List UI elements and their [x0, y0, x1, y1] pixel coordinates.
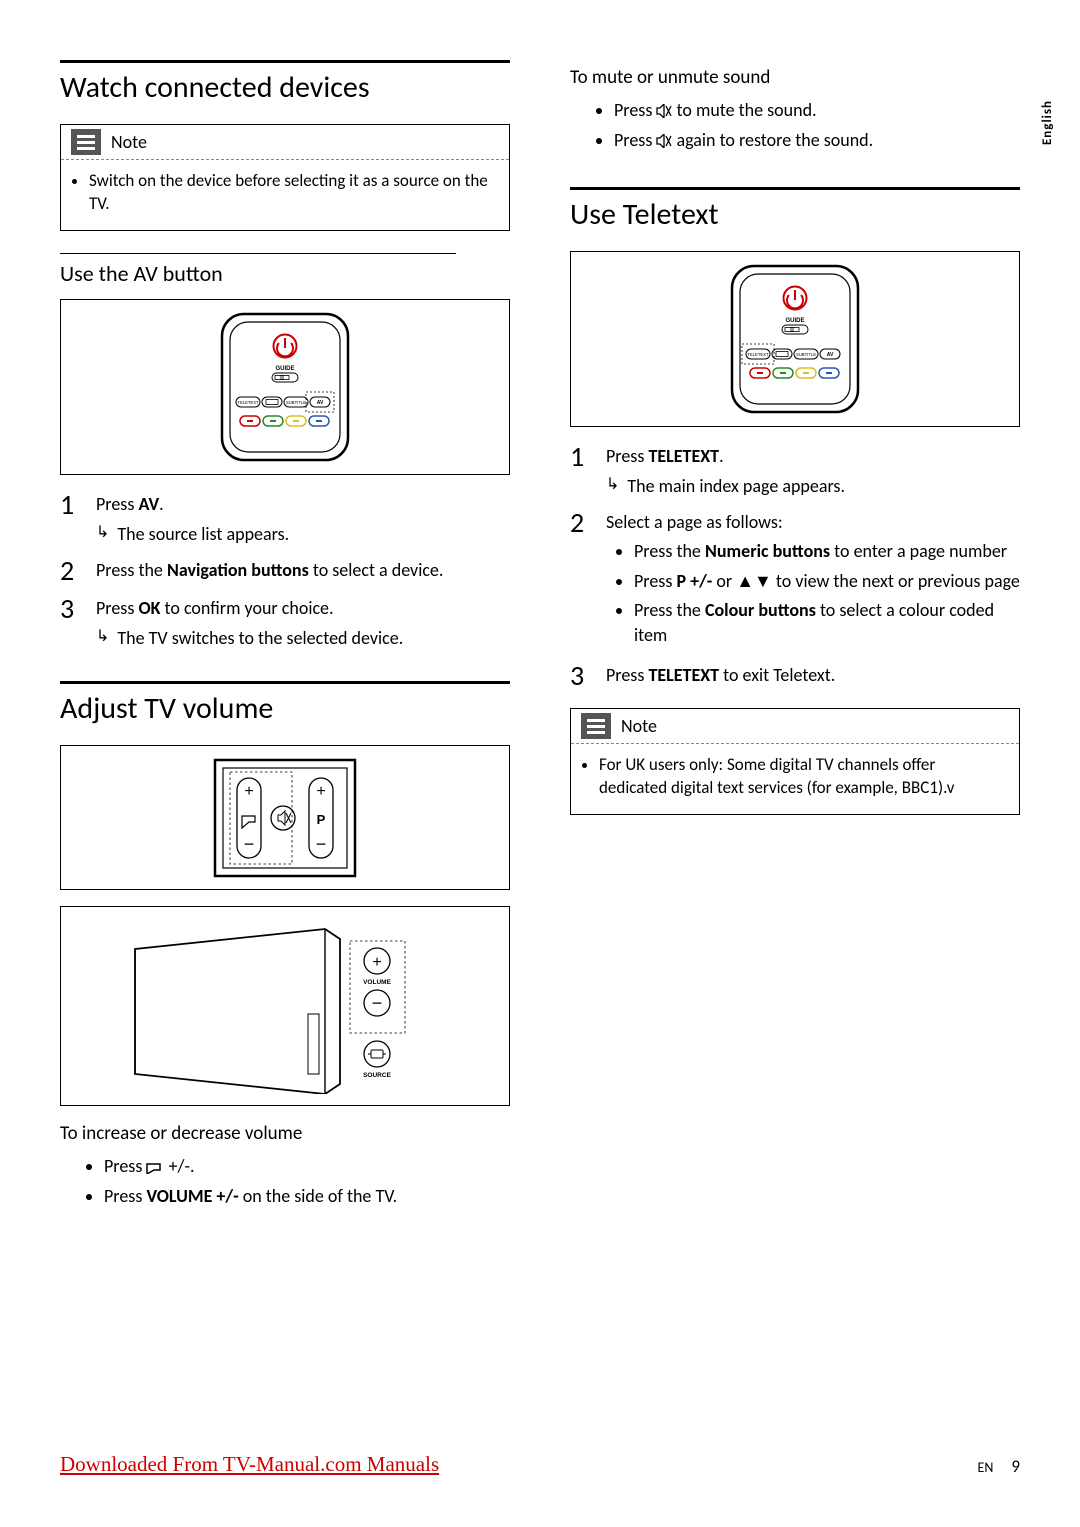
- step3-text-b: OK: [138, 597, 160, 619]
- volume-subhead: To increase or decrease volume: [60, 1122, 510, 1145]
- step-number: 2: [60, 557, 82, 585]
- right-column: To mute or unmute sound Press to mute th…: [570, 60, 1020, 1213]
- heading-watch-devices: Watch connected devices: [60, 60, 510, 106]
- svg-text:SUBTITLE: SUBTITLE: [286, 400, 306, 405]
- step1-result: The source list appears.: [117, 521, 289, 547]
- mute-subhead: To mute or unmute sound: [570, 66, 1020, 89]
- result-arrow-icon: ↳: [96, 521, 109, 547]
- remote-diagram-volume: + − + P −: [60, 745, 510, 890]
- page-number: EN 9: [978, 1456, 1021, 1477]
- tstep3-c: to exit Teletext.: [719, 664, 835, 686]
- step-number: 2: [570, 509, 592, 652]
- note-box-1: Note Switch on the device before selecti…: [60, 124, 510, 231]
- note-icon: [581, 713, 611, 739]
- tstep1-result: The main index page appears.: [627, 473, 845, 499]
- note1-item: Switch on the device before selecting it…: [89, 170, 495, 216]
- svg-text:SOURCE: SOURCE: [363, 1072, 391, 1079]
- step2-text-b: Navigation buttons: [167, 559, 309, 581]
- heading-adjust-volume: Adjust TV volume: [60, 681, 510, 727]
- svg-text:−: −: [244, 834, 255, 854]
- tstep3-a: Press: [606, 664, 648, 686]
- note2-item: For UK users only: Some digital TV chann…: [599, 754, 1005, 800]
- tstep1-a: Press: [606, 445, 648, 467]
- tstep2: Select a page as follows:: [606, 511, 783, 533]
- step1-text-b: AV: [138, 493, 159, 515]
- svg-text:+: +: [372, 954, 381, 971]
- tstep2-b: Press P +/- or ▲▼ to view the next or pr…: [634, 569, 1020, 594]
- mute-bullet-1: Press to mute the sound.: [614, 97, 1020, 123]
- heading-teletext: Use Teletext: [570, 187, 1020, 233]
- language-tab: English: [1040, 100, 1055, 145]
- page-num-value: 9: [1011, 1456, 1020, 1477]
- svg-text:AV: AV: [317, 400, 324, 406]
- step1-text-c: .: [159, 493, 164, 515]
- step1-text-a: Press: [96, 493, 138, 515]
- remote-diagram-av: GUIDE TELETEXT SUBTITLE AV: [60, 299, 510, 475]
- result-arrow-icon: ↳: [606, 473, 619, 499]
- svg-text:SUBTITLE: SUBTITLE: [796, 352, 816, 357]
- footer-download-link[interactable]: Downloaded From TV-Manual.com Manuals: [60, 1452, 439, 1477]
- tstep2-a: Press the Numeric buttons to enter a pag…: [634, 539, 1020, 564]
- note2-title: Note: [621, 715, 657, 737]
- step-number: 3: [570, 662, 592, 690]
- tv-side-diagram: + VOLUME − SOURCE: [60, 906, 510, 1106]
- result-arrow-icon: ↳: [96, 625, 109, 651]
- svg-text:−: −: [372, 993, 383, 1013]
- svg-text:GUIDE: GUIDE: [785, 318, 804, 324]
- step3-text-a: Press: [96, 597, 138, 619]
- tstep2-c: Press the Colour buttons to select a col…: [634, 598, 1020, 648]
- step-number: 3: [60, 595, 82, 651]
- teletext-steps: 1 Press TELETEXT. ↳ The main index page a…: [570, 443, 1020, 690]
- svg-text:AV: AV: [827, 352, 834, 358]
- note-box-2: Note For UK users only: Some digital TV …: [570, 708, 1020, 815]
- tstep3-b: TELETEXT: [648, 664, 719, 686]
- vol-bullet-1: Press +/-.: [104, 1153, 510, 1179]
- svg-text:TELETEXT: TELETEXT: [237, 400, 259, 405]
- page-content: Watch connected devices Note Switch on t…: [0, 0, 1080, 1253]
- left-column: Watch connected devices Note Switch on t…: [60, 60, 510, 1213]
- step-number: 1: [60, 491, 82, 547]
- svg-text:+: +: [316, 783, 325, 800]
- remote-diagram-teletext: GUIDE TELETEXT SUBTITLE AV: [570, 251, 1020, 427]
- note-title: Note: [111, 131, 147, 153]
- svg-text:−: −: [316, 834, 327, 854]
- vol-bullet-2: Press VOLUME +/- on the side of the TV.: [104, 1183, 510, 1209]
- svg-text:GUIDE: GUIDE: [275, 366, 294, 372]
- step3-result: The TV switches to the selected device.: [117, 625, 403, 651]
- heading-av-button: Use the AV button: [60, 253, 456, 287]
- page-lang: EN: [978, 1459, 994, 1476]
- av-steps: 1 Press AV. ↳The source list appears. 2 …: [60, 491, 510, 651]
- step2-text-a: Press the: [96, 559, 167, 581]
- svg-text:VOLUME: VOLUME: [363, 979, 391, 986]
- svg-text:P: P: [317, 812, 326, 827]
- svg-text:+: +: [244, 783, 253, 800]
- step3-text-c: to confirm your choice.: [160, 597, 333, 619]
- mute-bullet-2: Press again to restore the sound.: [614, 127, 1020, 153]
- svg-text:TELETEXT: TELETEXT: [747, 352, 769, 357]
- note-icon: [71, 129, 101, 155]
- step-number: 1: [570, 443, 592, 499]
- step2-text-c: to select a device.: [309, 559, 444, 581]
- tstep1-b: TELETEXT: [648, 445, 719, 467]
- tstep1-c: .: [719, 445, 724, 467]
